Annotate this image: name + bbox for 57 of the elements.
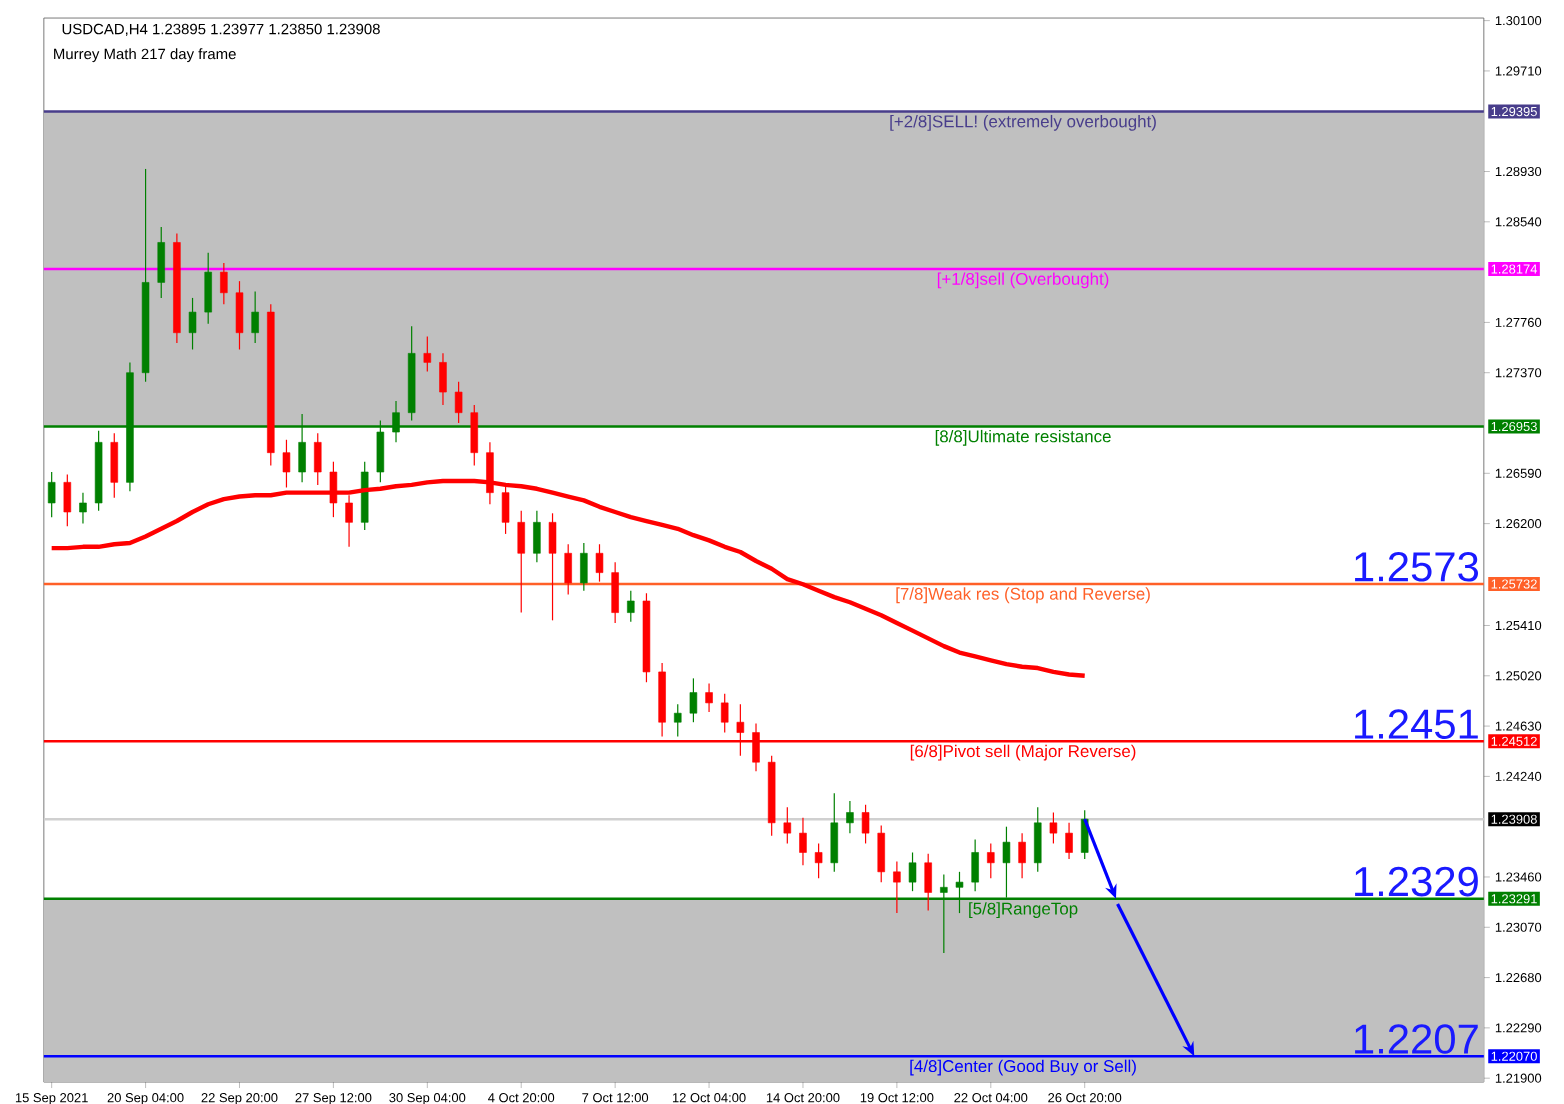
candlestick (533, 510, 541, 563)
ref-line-label: [+1/8]sell (Overbought) (937, 272, 1109, 289)
candlestick (79, 492, 87, 525)
ref-line-label: [6/8]Pivot sell (Major Reverse) (910, 744, 1136, 761)
annotation: 1.2329 (1355, 866, 1478, 897)
ref-line-label: [8/8]Ultimate resistance (935, 429, 1111, 446)
candlestick (814, 842, 823, 879)
candlestick (595, 543, 604, 583)
candlestick (689, 677, 698, 723)
candlestick (188, 297, 197, 351)
candlestick (63, 474, 72, 527)
candlestick (783, 806, 792, 845)
candlestick (501, 484, 510, 535)
candlestick (1018, 832, 1026, 879)
ref-line-label: [+2/8]SELL! (extremely overbought) (890, 114, 1156, 131)
candlestick (1034, 806, 1042, 873)
candlestick (470, 404, 479, 467)
candlestick (580, 542, 588, 592)
ref-line-label: [7/8]Weak res (Stop and Reverse) (896, 587, 1150, 604)
candlestick (1080, 809, 1089, 860)
candlestick (564, 543, 572, 596)
annotation: 1.2451 (1355, 709, 1478, 739)
candlestick (454, 381, 463, 424)
candlestick (517, 510, 525, 614)
candlestick (893, 860, 901, 914)
candlestick (314, 432, 322, 486)
candlestick (846, 800, 854, 834)
candlestick (1049, 811, 1058, 845)
candlestick (548, 512, 557, 621)
candlestick (720, 693, 729, 734)
ref-line-label: [4/8]Center (Good Buy or Sell) (910, 1059, 1136, 1076)
candlestick (47, 471, 56, 518)
candlestick (345, 494, 353, 548)
candlestick (1065, 822, 1073, 860)
candlestick (830, 792, 839, 873)
ref-line-label: [5/8]RangeTop (969, 902, 1078, 918)
candlestick (220, 262, 228, 305)
candlestick (799, 817, 807, 866)
candlestick (924, 853, 932, 912)
candlestick (439, 352, 447, 406)
candlestick (157, 226, 165, 299)
candlestick (908, 851, 917, 892)
candlestick (861, 804, 870, 845)
annotation: 1.2207 (1355, 1024, 1478, 1054)
candlestick (423, 336, 432, 373)
candlestick (674, 703, 682, 738)
candlestick (611, 561, 619, 624)
candlestick (627, 590, 635, 623)
candlestick (110, 432, 119, 499)
candlestick (877, 824, 885, 883)
candlestick (987, 842, 995, 879)
candlestick (235, 280, 244, 351)
candlestick (705, 682, 713, 713)
candlestick (251, 290, 259, 344)
annotation: 1.2573 (1355, 551, 1479, 582)
candlestick (204, 252, 212, 325)
candlestick (971, 838, 979, 892)
